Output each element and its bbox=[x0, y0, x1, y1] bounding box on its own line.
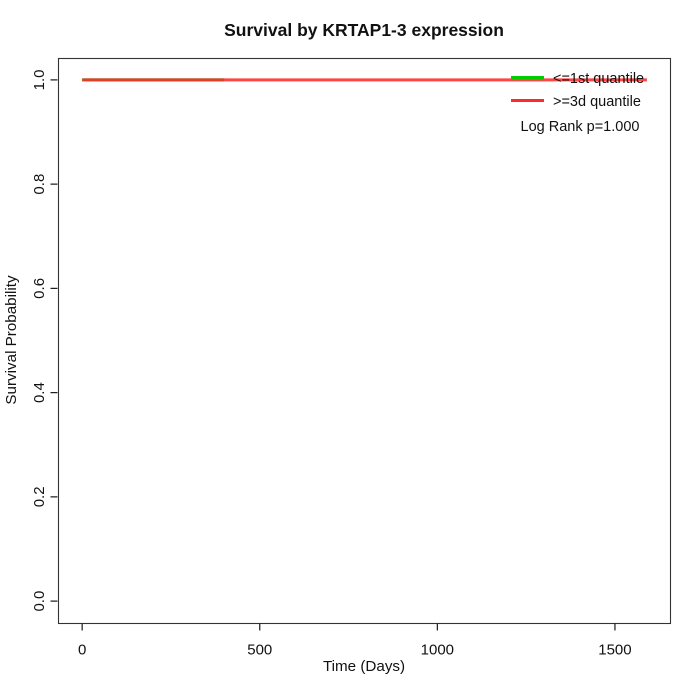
y-tick-label: 0.2 bbox=[31, 486, 48, 507]
y-tick-label: 0.4 bbox=[31, 382, 48, 403]
plot-border bbox=[57, 57, 672, 625]
y-axis-ticks: 0.0 0.2 0.4 0.6 0.8 1.0 bbox=[31, 69, 58, 612]
y-axis-label: Survival Probability bbox=[3, 275, 20, 405]
y-tick-label: 0.8 bbox=[31, 174, 48, 195]
legend-label-third-quantile: >=3d quantile bbox=[553, 94, 641, 110]
y-tick-label: 1.0 bbox=[31, 69, 48, 90]
x-tick-label: 500 bbox=[247, 641, 272, 658]
x-axis-ticks: 0 500 1000 1500 bbox=[78, 623, 632, 658]
legend-label-first-quantile: <=1st quantile bbox=[553, 71, 644, 87]
chart-title: Survival by KRTAP1-3 expression bbox=[224, 20, 504, 40]
log-rank-annotation: Log Rank p=1.000 bbox=[521, 119, 640, 135]
x-axis-label: Time (Days) bbox=[323, 658, 405, 675]
y-tick-label: 0.6 bbox=[31, 278, 48, 299]
x-tick-label: 1000 bbox=[421, 641, 454, 658]
y-tick-label: 0.0 bbox=[31, 591, 48, 612]
x-tick-label: 1500 bbox=[598, 641, 631, 658]
legend-swatches bbox=[511, 76, 544, 102]
x-tick-label: 0 bbox=[78, 641, 86, 658]
